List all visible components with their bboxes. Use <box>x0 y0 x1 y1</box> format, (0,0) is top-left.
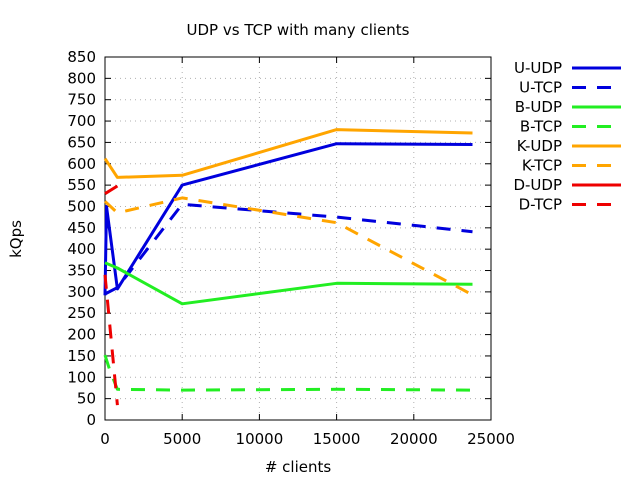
y-tick-label: 100 <box>67 368 96 386</box>
x-tick-label: 20000 <box>390 430 438 448</box>
series-line-u-tcp <box>104 202 473 296</box>
x-tick-label: 10000 <box>236 430 284 448</box>
y-tick-label: 150 <box>67 347 96 365</box>
x-tick-label: 25000 <box>467 430 515 448</box>
y-tick-label: 650 <box>67 133 96 151</box>
legend-label-u-udp: U-UDP <box>514 59 562 77</box>
legend-label-d-tcp: D-TCP <box>519 196 562 214</box>
legend-label-d-udp: D-UDP <box>513 176 562 194</box>
x-tick-label: 15000 <box>313 430 361 448</box>
y-tick-label: 350 <box>67 262 96 280</box>
y-tick-label: 850 <box>67 48 96 66</box>
chart-title: UDP vs TCP with many clients <box>187 21 410 39</box>
y-tick-label: 0 <box>86 411 96 429</box>
series-line-d-udp <box>104 184 119 195</box>
series-line-k-tcp <box>103 196 474 297</box>
y-tick-label: 400 <box>67 240 96 258</box>
series-line-b-tcp <box>103 354 473 392</box>
legend-label-k-udp: K-UDP <box>517 137 562 155</box>
plot-frame <box>104 56 492 421</box>
series-line-k-udp <box>103 128 473 179</box>
series-lines <box>103 128 474 406</box>
legend-label-k-tcp: K-TCP <box>522 157 562 175</box>
legend-label-u-tcp: U-TCP <box>519 79 562 97</box>
y-tick-label: 750 <box>67 91 96 109</box>
x-tick-label: 0 <box>100 430 110 448</box>
y-tick-label: 300 <box>67 283 96 301</box>
x-axis-label: # clients <box>265 458 332 476</box>
y-tick-label: 550 <box>67 176 96 194</box>
grid <box>105 57 491 420</box>
legend-label-b-udp: B-UDP <box>515 98 562 116</box>
y-tick-label: 600 <box>67 155 96 173</box>
y-tick-label: 800 <box>67 69 96 87</box>
y-axis-label: kQps <box>7 220 25 258</box>
series-line-d-tcp <box>103 274 119 406</box>
legend-label-b-tcp: B-TCP <box>520 118 562 136</box>
y-tick-label: 450 <box>67 219 96 237</box>
axis-ticks: 0 50 100 150 200 250 300 350 400 450 500 550 600 650 7… <box>67 48 515 448</box>
y-tick-label: 250 <box>67 304 96 322</box>
series-line-b-udp <box>104 261 473 306</box>
y-tick-label: 200 <box>67 326 96 344</box>
y-tick-label: 700 <box>67 112 96 130</box>
y-tick-label: 500 <box>67 197 96 215</box>
series-line-u-udp <box>103 142 473 296</box>
y-tick-label: 50 <box>77 390 96 408</box>
x-tick-label: 5000 <box>163 430 201 448</box>
